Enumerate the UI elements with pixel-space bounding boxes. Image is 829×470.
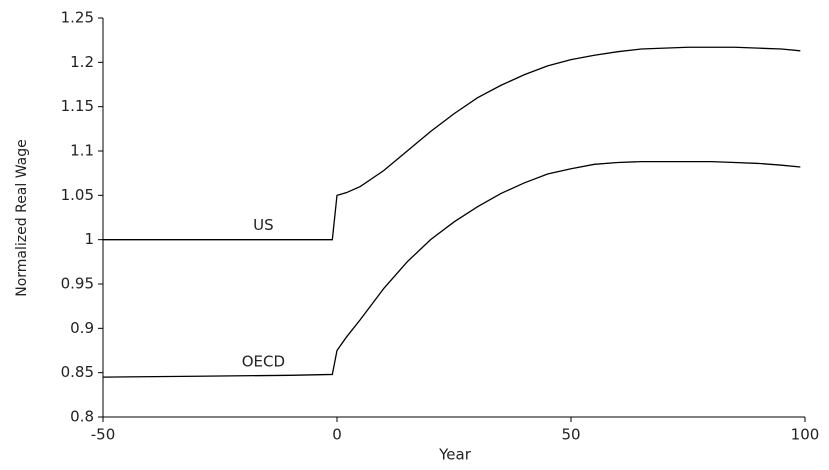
x-axis-label: Year [438, 446, 472, 464]
y-tick-label: 0.9 [70, 319, 94, 337]
y-tick-label: 1.05 [61, 186, 94, 204]
y-tick-label: 0.85 [61, 363, 94, 381]
y-tick-label: 0.8 [70, 408, 94, 426]
series-label: OECD [242, 353, 285, 371]
x-tick-label: 0 [332, 426, 342, 444]
y-tick-label: 1.15 [61, 97, 94, 115]
y-tick-label: 1.2 [70, 53, 94, 71]
line [103, 46, 801, 241]
x-tick-label: 100 [791, 426, 820, 444]
y-tick-label: 1.25 [61, 9, 94, 27]
y-tick-label: 1.1 [70, 142, 94, 160]
y-axis-label: Normalized Real Wage [14, 139, 30, 297]
x-tick-label: 50 [561, 426, 580, 444]
y-tick-label: 0.95 [61, 275, 94, 293]
series-label: US [253, 216, 274, 234]
y-tick-label: 1 [84, 230, 94, 248]
x-tick-label: -50 [91, 426, 116, 444]
line [102, 160, 801, 378]
